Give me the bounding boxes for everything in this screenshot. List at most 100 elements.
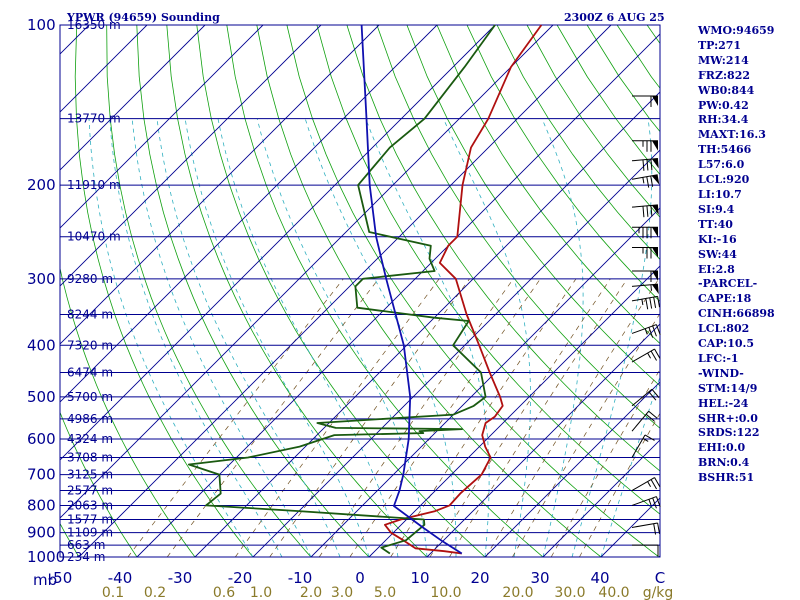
chart-grid [59, 24, 661, 558]
pressure-tick-label: 1000 [27, 548, 65, 566]
pressure-tick-label: 500 [27, 388, 56, 406]
height-label: 6474 m [67, 366, 113, 380]
plot-frame [59, 24, 661, 558]
moist-adiabat [541, 118, 584, 557]
temperature-tick-label: -10 [288, 569, 313, 587]
mixing-ratio-label: 0.6 [213, 585, 235, 600]
grid-lines [60, 25, 660, 557]
mixing-ratio-label: 20.0 [502, 585, 533, 600]
side-panel-item: LCL:920 [698, 173, 750, 187]
side-panel-item: KI:-16 [698, 232, 737, 246]
wind-barb [631, 477, 661, 491]
temperature-tick-label: -30 [168, 569, 193, 587]
temperature-unit-label: C [655, 569, 665, 587]
wind-barb [631, 174, 660, 188]
side-panel-item: RH:34.4 [698, 113, 749, 127]
mixing-ratio-line [550, 368, 660, 557]
side-panel-item: WB0:844 [698, 83, 755, 97]
temperature-tick-label: 10 [410, 569, 429, 587]
isotherm-line [310, 207, 660, 557]
side-panel-item: SRDS:122 [698, 426, 760, 440]
moist-adiabat [443, 118, 531, 557]
side-panel-item: HEL:-24 [698, 396, 749, 410]
side-panel-item: WMO:94659 [698, 24, 775, 37]
mixing-ratio-label: 5.0 [374, 585, 396, 600]
moist-adiabat [256, 118, 428, 557]
height-label: 4986 m [67, 412, 113, 426]
wind-barb [632, 226, 658, 239]
side-panel-item: STM:14/9 [698, 381, 758, 395]
side-panel-item: TP:271 [698, 38, 742, 52]
chart-series [188, 24, 543, 555]
side-panel-item: L57:6.0 [698, 158, 745, 172]
mixing-ratio-label: 3.0 [331, 585, 353, 600]
temperature-tick-label: -20 [228, 569, 253, 587]
wind-barb [632, 270, 658, 282]
side-panel-item: LCL:802 [698, 322, 750, 336]
height-label: 234 m [67, 550, 105, 564]
dewpoint-line [188, 24, 496, 555]
mixing-ratio-label: 0.2 [144, 585, 166, 600]
moist-adiabat [365, 118, 490, 557]
isotherm-line [60, 25, 322, 287]
side-panel: WMO:94659 TP:271 MW:214 FRZ:822 WB0:844 PW:0.… [698, 24, 800, 486]
isotherm-line [542, 439, 660, 557]
isotherm-line [60, 25, 438, 403]
side-panel-item: FRZ:822 [698, 68, 751, 82]
chart-title: YPWR (94659) Sounding [66, 11, 220, 24]
mixing-ratio-unit-label: g/kg [643, 585, 674, 600]
wind-barb [631, 388, 660, 407]
wind-barb [631, 204, 659, 218]
moist-adiabat [156, 118, 341, 557]
mixing-ratio-line [449, 278, 628, 557]
side-panel-item: LFC:-1 [698, 351, 739, 365]
wind-barb [631, 295, 661, 310]
height-label: 3708 m [67, 451, 113, 465]
isotherm-line [136, 33, 660, 557]
mixing-ratio-line [429, 278, 611, 557]
height-label: 16350 m [67, 18, 121, 32]
pressure-tick-label: 600 [27, 430, 56, 448]
side-panel-item: SHR+:0.0 [698, 411, 758, 425]
side-panel-item: CAP:10.5 [698, 337, 755, 351]
pressure-tick-label: 700 [27, 466, 56, 484]
height-label: 1109 m [67, 526, 113, 540]
wind-barb [631, 324, 661, 338]
height-label: 2577 m [67, 484, 113, 498]
mixing-ratio-label: 0.1 [102, 585, 124, 600]
wind-barb [632, 140, 658, 152]
side-panel-item: -WIND- [698, 366, 744, 380]
height-label: 8244 m [67, 307, 113, 321]
height-label: 4324 m [67, 432, 113, 446]
temperature-tick-label: 30 [530, 569, 549, 587]
isotherm-line [60, 25, 206, 171]
height-label: 5700 m [67, 390, 113, 404]
isotherm-line [194, 91, 660, 557]
wind-barb [632, 544, 659, 557]
side-panel-item: LI:10.7 [698, 187, 742, 201]
mixing-ratio-line [512, 312, 660, 557]
wind-barb [631, 410, 658, 432]
temperature-tick-label: -40 [108, 569, 133, 587]
side-panel-item: TH:5466 [698, 143, 752, 157]
side-panel-item: EI:2.8 [698, 262, 735, 276]
side-panel-item: EHI:0.0 [698, 441, 746, 455]
isotherm-line [426, 323, 660, 557]
isotherm-line [78, 25, 612, 557]
parcel-line [360, 24, 463, 555]
wind-barb [631, 348, 661, 363]
side-panel-item: MW:214 [698, 53, 749, 67]
moist-adiabat [571, 118, 653, 557]
side-panel-item: -PARCEL- [698, 277, 758, 291]
pressure-tick-label: 300 [27, 270, 56, 288]
height-label: 663 m [67, 538, 105, 552]
height-label: 13770 m [67, 112, 121, 126]
pressure-tick-label: 400 [27, 336, 56, 354]
wind-barb [631, 522, 661, 535]
moist-adiabat [217, 118, 399, 557]
temperature-tick-label: 40 [590, 569, 609, 587]
mixing-ratio-line [349, 278, 541, 557]
moist-adiabat [109, 118, 283, 557]
